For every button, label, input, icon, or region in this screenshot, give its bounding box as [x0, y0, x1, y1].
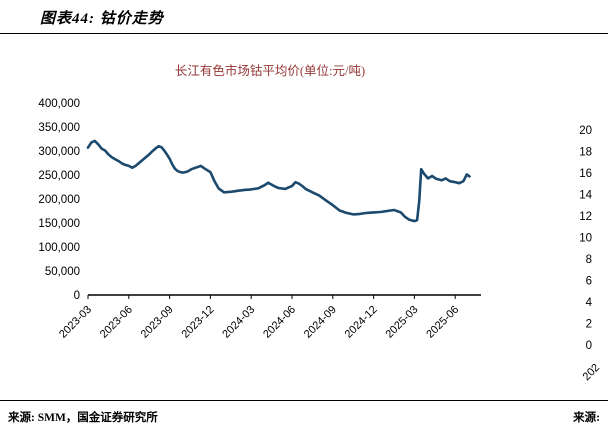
- source-note-right: 来源:: [573, 412, 600, 424]
- x-axis-tick-label: 2024-03: [220, 304, 257, 341]
- right-axis-tick-label: 6: [586, 276, 592, 288]
- y-axis-tick-label: 350,000: [38, 122, 80, 134]
- y-axis-tick-label: 50,000: [45, 266, 80, 278]
- y-axis-tick-label: 150,000: [38, 218, 80, 230]
- right-axis-tick-label: 20: [579, 125, 592, 137]
- footer-divider: [0, 400, 608, 401]
- x-axis-tick-label: 2023-06: [98, 304, 135, 341]
- x-axis-tick-label: 2025-06: [424, 304, 461, 341]
- y-axis-tick-label: 0: [74, 290, 80, 302]
- top-divider: [0, 33, 608, 34]
- y-axis-tick-label: 400,000: [38, 98, 80, 110]
- x-axis-tick-label: 2025-03: [383, 304, 420, 341]
- right-axis-tick-label: 10: [579, 233, 592, 245]
- right-axis-tick-label: 8: [586, 254, 592, 266]
- x-axis-tick-label: 2024-12: [343, 304, 380, 341]
- x-axis-tick-label: 2023-09: [139, 304, 176, 341]
- source-note: 来源: SMM，国金证券研究所: [8, 412, 158, 424]
- y-axis-tick-label: 100,000: [38, 242, 80, 254]
- chart-title: 长江有色市场钴平均价(单位:元/吨): [174, 64, 366, 78]
- x-axis-tick-label: 2024-06: [261, 304, 298, 341]
- cobalt-price-line: [86, 139, 471, 223]
- right-axis-tick-label: 2: [586, 319, 592, 331]
- right-axis-tick-label: 12: [579, 211, 592, 223]
- y-axis-tick-label: 250,000: [38, 170, 80, 182]
- x-axis-tick-label: 2024-09: [302, 304, 339, 341]
- right-axis-tick-label: 4: [586, 297, 593, 309]
- y-axis-tick-label: 200,000: [38, 194, 80, 206]
- right-axis-tick-label: 14: [579, 190, 592, 202]
- right-axis-tick-label: 18: [579, 147, 592, 159]
- figure-label: 图表44: 钴价走势: [40, 11, 164, 27]
- right-axis-tick-label: 16: [579, 168, 592, 180]
- right-axis-partial-label: 202: [581, 362, 602, 383]
- x-axis-tick-label: 2023-03: [57, 304, 94, 341]
- y-axis-tick-label: 300,000: [38, 146, 80, 158]
- right-axis-tick-label: 0: [586, 340, 592, 352]
- x-axis-tick-label: 2023-12: [179, 304, 216, 341]
